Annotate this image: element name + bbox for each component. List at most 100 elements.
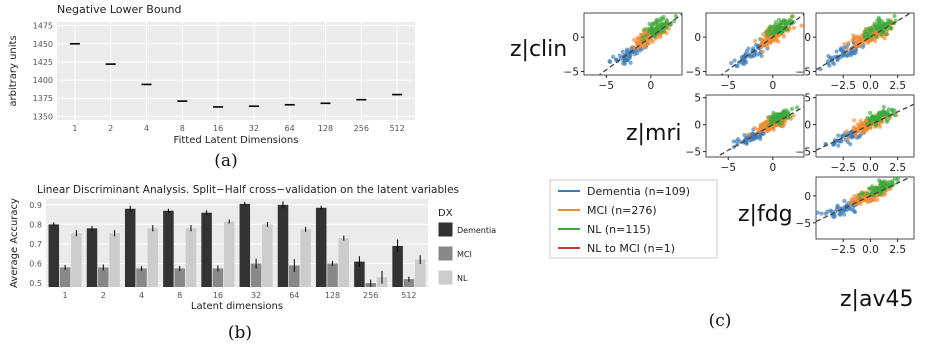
scatter-points: [816, 103, 914, 151]
scatter-xtick-label: −2.5: [830, 80, 856, 92]
scatter-point: [782, 111, 787, 117]
scatter-point: [644, 33, 649, 38]
scatter-xtick-label: −2.5: [830, 162, 856, 174]
scatter-point: [784, 108, 789, 113]
scatter-panel-frame: [815, 176, 915, 240]
scatter-point: [863, 30, 868, 35]
scatter-point: [658, 35, 663, 40]
chart-b-xtick-label: 4: [139, 291, 144, 300]
chart-a-xtick-label: 16: [213, 124, 223, 133]
scatter-point: [852, 209, 857, 214]
chart-b-bar: [59, 267, 71, 287]
scatter-point: [850, 37, 855, 43]
scatter-point: [876, 17, 881, 22]
chart-b-xlabel: Latent dimensions: [191, 301, 283, 312]
chart-b-title: Linear Discriminant Analysis. Split−Half…: [37, 184, 459, 196]
scatter-point: [864, 121, 869, 127]
chart-b-bar: [250, 263, 262, 287]
scatter-point: [881, 104, 886, 110]
scatter-trend-line: [720, 13, 804, 75]
scatter-point: [816, 210, 820, 215]
scatter-point: [892, 13, 897, 19]
scatter-point: [879, 31, 884, 37]
scatter-point: [839, 46, 844, 51]
scatter-point: [640, 35, 646, 40]
scatter-point: [673, 13, 678, 19]
chart-b-bar: [174, 268, 185, 287]
scatter-trend-line: [816, 177, 913, 223]
scatter-point: [884, 32, 890, 37]
chart-b-legend-swatch: [437, 269, 454, 286]
chart-a-yticks: 1475 1450 1425 1400 1375 1350: [33, 22, 53, 122]
chart-a-title: Negative Lower Bound: [57, 3, 182, 16]
chart-a-xtick-label: 2: [108, 124, 113, 133]
chart-a-xtick-label: 8: [180, 124, 185, 133]
scatter-point: [617, 53, 623, 58]
chart-b-bar: [392, 245, 403, 287]
scatter-xtick-label: 2.5: [889, 244, 906, 256]
scatter-ytick-label: −5: [796, 67, 811, 79]
chart-b-legend-label: Dementia: [457, 226, 496, 235]
scatter-point: [839, 139, 844, 144]
scatter-point: [650, 22, 656, 27]
scatter-trend-line: [816, 103, 914, 151]
chart-b: Linear Discriminant Analysis. Split−Half…: [9, 184, 496, 343]
scatter-point: [735, 63, 740, 69]
chart-b-bars: [48, 201, 426, 287]
scatter-point: [630, 45, 636, 50]
scatter-point: [884, 119, 889, 124]
scatter-point: [892, 113, 897, 118]
scatter-point: [881, 109, 886, 114]
scatter-point: [859, 191, 865, 196]
scatter-ytick-label: −5: [686, 67, 701, 79]
chart-b-bar: [163, 210, 174, 287]
scatter-point: [756, 127, 761, 132]
scatter-point: [869, 27, 874, 32]
chart-b-legend-swatch: [437, 221, 454, 238]
chart-a-ylabel: arbitrary units: [8, 35, 19, 106]
scatter-point: [853, 42, 858, 48]
scatter-point: [791, 113, 796, 118]
scatter-point: [842, 212, 847, 217]
scatter-panel: 0 −5 −5 0: [686, 12, 805, 92]
scatter-point: [789, 106, 795, 112]
scatter-point: [762, 123, 767, 128]
scatter-point: [768, 31, 773, 36]
chart-b-bar: [109, 233, 120, 287]
scatter-ytick-label: 0: [694, 120, 701, 132]
scatter-points: [715, 105, 804, 157]
scatter-point: [854, 202, 859, 207]
row-label-mri: z|mri: [626, 121, 682, 146]
caption-c: (c): [709, 311, 732, 331]
chart-c-legend-label: NL to MCI (n=1): [587, 242, 675, 255]
scatter-point: [868, 119, 873, 124]
chart-a-plot-bg: [57, 22, 415, 120]
chart-b-legend-title: DX: [438, 208, 453, 219]
chart-a-ytick-label: 1475: [33, 22, 53, 31]
chart-c-panels: 0 −5 −5 0 0 −5 −5 0 0 −5 −2.5 0.0 2.5 5 0 −5 −5 0 5 0 −5 −2.5…: [564, 12, 915, 256]
scatter-point: [860, 123, 865, 128]
scatter-point: [835, 203, 840, 208]
chart-b-xtick-label: 256: [363, 291, 378, 300]
scatter-ytick-label: 0: [572, 32, 579, 44]
scatter-point: [868, 125, 873, 131]
scatter-point: [858, 37, 863, 43]
scatter-xtick-label: −5: [599, 80, 614, 92]
chart-c-legend-label: MCI (n=276): [587, 204, 657, 217]
scatter-point: [781, 34, 787, 39]
scatter-panel: 0 −5 −2.5 0.0 2.5: [796, 176, 915, 256]
scatter-trend-line: [715, 106, 804, 157]
chart-b-xtick-label: 128: [325, 291, 340, 300]
scatter-point: [776, 17, 782, 22]
chart-b-bar: [136, 268, 147, 287]
chart-b-bar: [338, 238, 350, 287]
chart-b-bar: [223, 221, 235, 287]
scatter-point: [647, 21, 652, 27]
chart-b-xtick-label: 512: [401, 291, 416, 300]
scatter-point: [885, 18, 890, 23]
scatter-panel: 5 0 −5 −5 0: [686, 93, 805, 174]
chart-a-xtick-label: 32: [249, 124, 259, 133]
scatter-point: [660, 16, 665, 22]
caption-a: (a): [214, 151, 237, 171]
